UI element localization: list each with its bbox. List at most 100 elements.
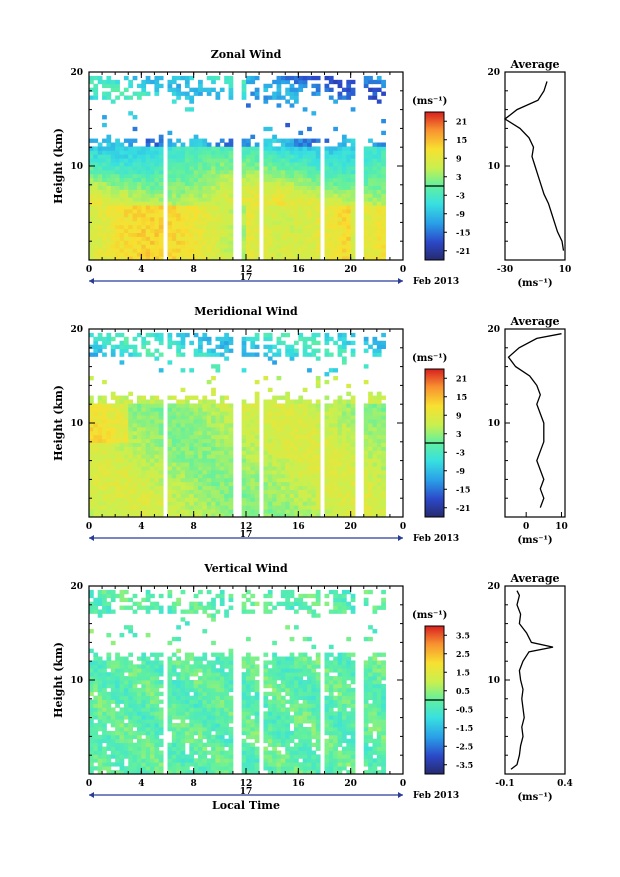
heatmap-cell bbox=[128, 664, 133, 668]
heatmap-cell bbox=[124, 439, 129, 443]
heatmap-cell bbox=[150, 707, 155, 711]
heatmap-cell bbox=[268, 146, 273, 150]
heatmap-cell bbox=[106, 739, 111, 743]
heatmap-cell bbox=[307, 345, 312, 349]
heatmap-cell bbox=[106, 731, 111, 735]
heatmap-cell bbox=[102, 84, 107, 88]
heatmap-cell bbox=[120, 735, 125, 739]
heatmap-cell bbox=[146, 403, 151, 407]
heatmap-cell bbox=[263, 423, 268, 427]
heatmap-cell bbox=[333, 162, 338, 166]
heatmap-cell bbox=[224, 462, 229, 466]
heatmap-cell bbox=[185, 411, 190, 415]
heatmap-cell bbox=[154, 684, 159, 688]
heatmap-cell bbox=[307, 474, 312, 478]
heatmap-cell bbox=[154, 229, 159, 233]
heatmap-cell bbox=[255, 248, 260, 252]
heatmap-cell bbox=[154, 466, 159, 470]
heatmap-cell bbox=[307, 482, 312, 486]
heatmap-cell bbox=[111, 692, 116, 696]
heatmap-cell bbox=[364, 349, 369, 353]
heatmap-cell bbox=[338, 244, 343, 248]
heatmap-cell bbox=[154, 494, 159, 498]
heatmap-cell bbox=[185, 221, 190, 225]
heatmap-cell bbox=[272, 229, 277, 233]
heatmap-cell bbox=[89, 411, 94, 415]
date-suffix: Feb 2013 bbox=[413, 277, 459, 287]
heatmap-cell bbox=[168, 150, 173, 154]
heatmap-cell bbox=[268, 186, 273, 190]
heatmap-cell bbox=[115, 186, 120, 190]
heatmap-cell bbox=[115, 209, 120, 213]
heatmap-cell bbox=[128, 762, 133, 766]
heatmap-cell bbox=[377, 193, 382, 197]
heatmap-cell bbox=[381, 505, 386, 509]
heatmap-cell bbox=[211, 454, 216, 458]
heatmap-cell bbox=[146, 509, 151, 513]
heatmap-cell bbox=[115, 501, 120, 505]
heatmap-cell bbox=[290, 158, 295, 162]
heatmap-cell bbox=[220, 423, 225, 427]
heatmap-cell bbox=[311, 349, 316, 353]
heatmap-cell bbox=[198, 143, 203, 147]
heatmap-cell bbox=[133, 684, 138, 688]
heatmap-cell bbox=[290, 237, 295, 241]
heatmap-cell bbox=[106, 407, 111, 411]
heatmap-cell bbox=[115, 143, 120, 147]
heatmap-cell bbox=[185, 240, 190, 244]
heatmap-cell bbox=[154, 731, 159, 735]
heatmap-cell bbox=[316, 494, 321, 498]
heatmap-cell bbox=[303, 233, 308, 237]
heatmap-cell bbox=[277, 252, 282, 256]
heatmap-cell bbox=[246, 447, 251, 451]
heatmap-cell bbox=[377, 490, 382, 494]
heatmap-cell bbox=[198, 197, 203, 201]
heatmap-cell bbox=[111, 423, 116, 427]
heatmap-cell bbox=[220, 411, 225, 415]
heatmap-cell bbox=[215, 466, 220, 470]
heatmap-cell bbox=[89, 486, 94, 490]
heatmap-cell bbox=[242, 447, 247, 451]
heatmap-cell bbox=[377, 237, 382, 241]
heatmap-cell bbox=[133, 700, 138, 704]
heatmap-cell bbox=[368, 150, 373, 154]
heatmap-cell bbox=[207, 248, 212, 252]
heatmap-cell bbox=[229, 478, 234, 482]
heatmap-cell bbox=[294, 349, 299, 353]
heatmap-cell bbox=[338, 443, 343, 447]
heatmap-cell bbox=[338, 435, 343, 439]
heatmap-cell bbox=[115, 174, 120, 178]
heatmap-cell bbox=[250, 244, 255, 248]
heatmap-cell bbox=[93, 754, 98, 758]
heatmap-cell bbox=[111, 197, 116, 201]
heatmap-cell bbox=[150, 696, 155, 700]
heatmap-cell bbox=[146, 766, 151, 770]
heatmap-cell bbox=[194, 435, 199, 439]
heatmap-cell bbox=[325, 462, 330, 466]
heatmap-cell bbox=[229, 474, 234, 478]
heatmap-cell bbox=[172, 201, 177, 205]
heatmap-cell bbox=[111, 99, 116, 103]
heatmap-cell bbox=[207, 88, 212, 92]
heatmap-cell bbox=[93, 486, 98, 490]
y-tick-label: 20 bbox=[70, 68, 83, 78]
y-tick-label: 10 bbox=[70, 419, 83, 429]
heatmap-cell bbox=[229, 244, 234, 248]
heatmap-cell bbox=[281, 233, 286, 237]
heatmap-cell bbox=[137, 248, 142, 252]
heatmap-cell bbox=[229, 84, 234, 88]
heatmap-cell bbox=[277, 237, 282, 241]
heatmap-cell bbox=[242, 466, 247, 470]
heatmap-cell bbox=[111, 146, 116, 150]
heatmap-cell bbox=[89, 743, 94, 747]
heatmap-cell bbox=[102, 692, 107, 696]
heatmap-cell bbox=[246, 244, 251, 248]
heatmap-cell bbox=[263, 127, 268, 131]
heatmap-cell bbox=[381, 407, 386, 411]
heatmap-cell bbox=[290, 103, 295, 107]
heatmap-cell bbox=[98, 411, 103, 415]
heatmap-cell bbox=[194, 135, 199, 139]
heatmap-cell bbox=[120, 353, 125, 357]
heatmap-cell bbox=[342, 415, 347, 419]
heatmap-cell bbox=[106, 482, 111, 486]
